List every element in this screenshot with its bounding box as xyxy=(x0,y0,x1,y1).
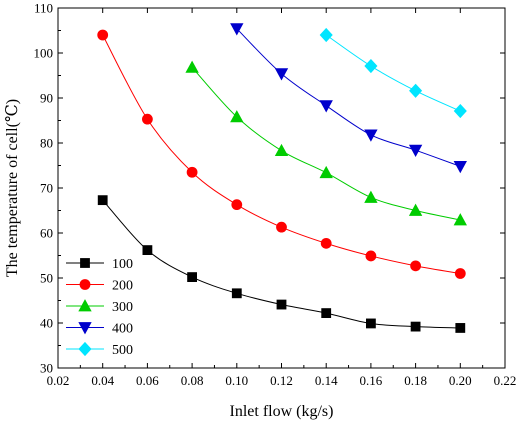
y-tick-label: 40 xyxy=(40,316,53,331)
legend-label: 400 xyxy=(112,322,133,337)
series-line-500 xyxy=(325,34,461,112)
series-100 xyxy=(97,195,466,333)
legend-label: 500 xyxy=(112,343,133,358)
data-point-300 xyxy=(364,190,378,203)
x-tick-label: 0.16 xyxy=(360,373,383,388)
x-tick-label: 0.06 xyxy=(136,373,159,388)
data-point-100 xyxy=(142,245,153,256)
data-point-200 xyxy=(365,250,377,262)
x-tick-label: 0.12 xyxy=(270,373,293,388)
legend-marker xyxy=(80,258,90,268)
data-point-100 xyxy=(455,323,466,333)
data-point-200 xyxy=(276,221,287,233)
data-point-500 xyxy=(319,27,333,43)
legend-label: 300 xyxy=(112,300,133,315)
data-point-200 xyxy=(231,199,243,211)
x-tick-label: 0.04 xyxy=(91,373,114,388)
y-axis-ticks: 30 40 50 60 70 80 90 100 110 xyxy=(34,1,505,376)
data-point-400 xyxy=(230,23,244,36)
series-300 xyxy=(185,60,467,226)
data-point-200 xyxy=(410,260,422,272)
legend-item-400: 400 xyxy=(66,322,133,337)
legend-marker xyxy=(78,299,92,312)
data-point-200 xyxy=(141,113,153,125)
legend: 100 200 300 400 500 xyxy=(66,257,133,358)
x-tick-label: 0.02 xyxy=(47,373,70,388)
series-layer xyxy=(97,23,467,333)
data-point-500 xyxy=(364,58,378,74)
data-point-200 xyxy=(454,268,466,279)
y-tick-label: 100 xyxy=(34,46,54,61)
data-point-300 xyxy=(453,213,467,226)
series-500 xyxy=(319,27,467,119)
legend-label: 100 xyxy=(112,257,133,272)
data-point-300 xyxy=(408,203,423,216)
data-point-400 xyxy=(274,68,289,81)
data-point-400 xyxy=(364,129,378,142)
x-tick-label: 0.22 xyxy=(494,373,517,388)
data-point-200 xyxy=(186,166,198,178)
data-point-200 xyxy=(97,29,109,41)
y-axis-title: The temperature of cell(℃) xyxy=(4,99,21,277)
data-point-200 xyxy=(320,237,332,249)
x-tick-label: 0.08 xyxy=(181,373,204,388)
data-point-300 xyxy=(230,110,244,123)
x-tick-label: 0.10 xyxy=(225,373,248,388)
data-point-500 xyxy=(453,103,467,119)
data-point-100 xyxy=(321,308,332,319)
data-point-500 xyxy=(409,83,423,98)
series-400 xyxy=(230,23,467,174)
y-tick-label: 60 xyxy=(40,226,53,241)
data-point-100 xyxy=(97,195,108,206)
data-point-300 xyxy=(319,165,333,179)
legend-marker xyxy=(78,322,92,335)
legend-marker xyxy=(78,341,92,357)
y-tick-label: 90 xyxy=(40,91,53,106)
legend-marker xyxy=(79,279,91,290)
x-tick-label: 0.20 xyxy=(449,373,472,388)
data-point-400 xyxy=(453,160,467,174)
data-point-300 xyxy=(185,60,199,73)
data-point-100 xyxy=(276,299,287,310)
y-tick-label: 70 xyxy=(40,181,53,196)
x-axis-ticks: 0.02 0.04 0.06 0.08 0.10 0.12 0.14 0.16 0.18 0.20… xyxy=(47,8,517,388)
data-point-100 xyxy=(231,288,242,299)
series-200 xyxy=(97,29,466,279)
legend-item-500: 500 xyxy=(66,341,133,358)
x-tick-label: 0.18 xyxy=(404,373,427,388)
data-point-400 xyxy=(319,100,333,113)
data-point-300 xyxy=(274,143,289,157)
legend-label: 200 xyxy=(112,279,133,294)
data-point-400 xyxy=(408,144,423,158)
y-tick-label: 30 xyxy=(40,361,53,376)
data-point-100 xyxy=(365,318,376,329)
series-line-400 xyxy=(236,28,461,167)
y-tick-label: 50 xyxy=(40,271,53,286)
data-point-100 xyxy=(187,272,198,283)
legend-item-200: 200 xyxy=(66,279,133,294)
y-tick-label: 80 xyxy=(40,136,53,151)
x-tick-label: 0.14 xyxy=(315,373,338,388)
y-tick-label: 110 xyxy=(34,1,53,16)
legend-item-100: 100 xyxy=(66,257,133,272)
x-axis-title: Inlet flow (kg/s) xyxy=(230,403,334,420)
data-point-100 xyxy=(410,321,421,332)
legend-item-300: 300 xyxy=(66,299,133,315)
